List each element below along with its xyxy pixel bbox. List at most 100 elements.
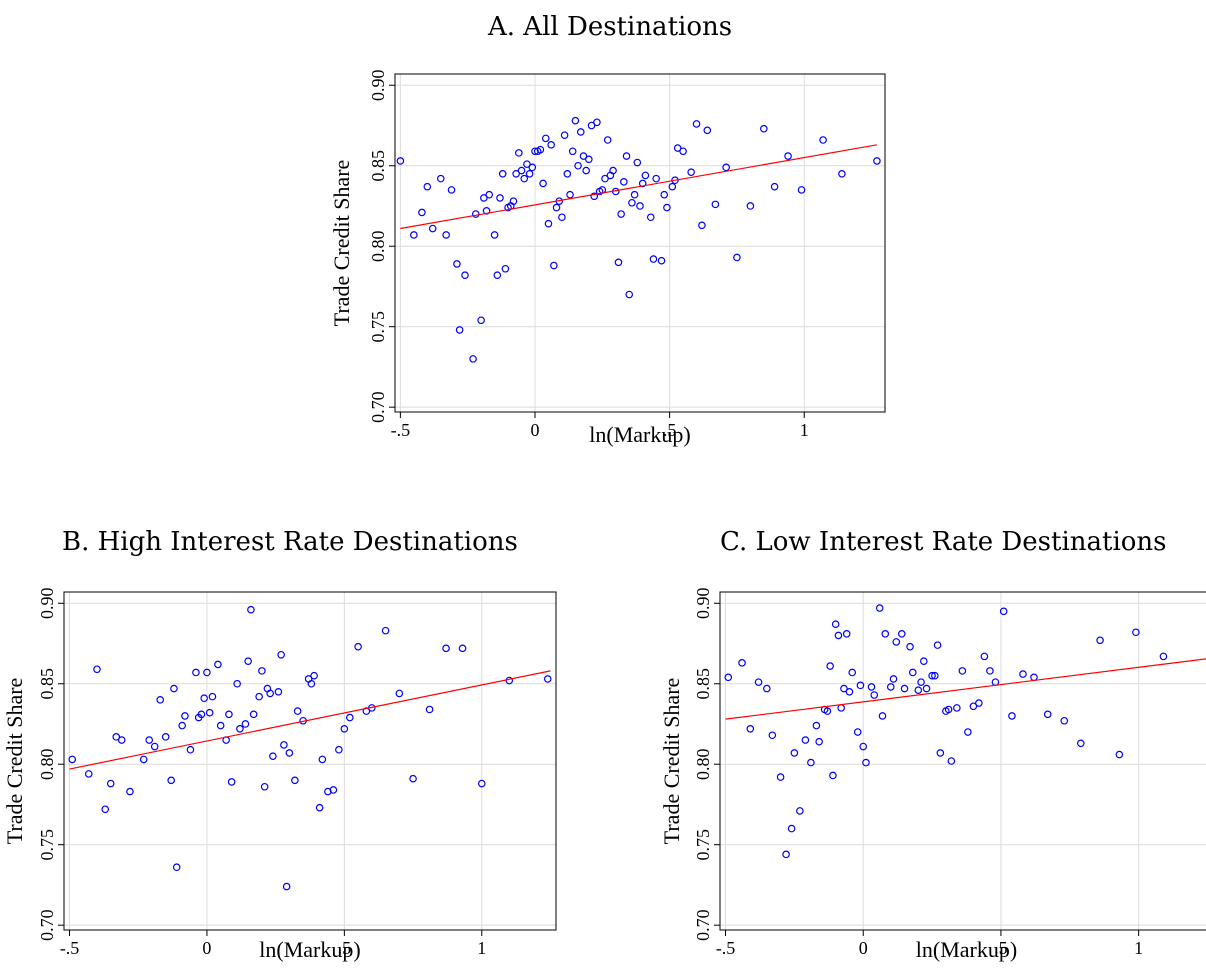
scatter-point [84, 770, 93, 778]
scatter-point [477, 316, 485, 325]
scatter-point [480, 194, 488, 202]
scatter-point [590, 192, 599, 201]
scatter-point [922, 684, 931, 693]
scatter-point [1030, 673, 1038, 682]
x-tick-label: 1 [1134, 938, 1143, 958]
scatter-point [485, 190, 494, 199]
scatter-point [763, 684, 771, 693]
y-tick-label: 0.90 [693, 588, 713, 620]
scatter-point [698, 221, 706, 230]
scatter-point [999, 607, 1008, 616]
scatter-point [186, 745, 195, 754]
x-tick-label: -.5 [391, 420, 411, 440]
scatter-point [889, 675, 898, 683]
x-tick-label: .5 [994, 938, 1008, 958]
panel-c-title: C. Low Interest Rate Destinations [720, 527, 1167, 557]
scatter-point [315, 803, 324, 812]
scatter-point [641, 171, 650, 180]
scatter-point [920, 657, 928, 666]
scatter-point [673, 144, 682, 152]
scatter-point [928, 671, 936, 680]
scatter-point [936, 749, 945, 757]
scatter-point [829, 771, 837, 780]
scatter-point [754, 678, 763, 686]
scatter-point [953, 704, 961, 712]
scatter-point [831, 620, 840, 628]
y-tick-label: 0.75 [368, 311, 388, 343]
scatter-point [233, 679, 241, 688]
scatter-point [692, 120, 701, 128]
y-axis-title: Trade Credit Share [659, 678, 684, 845]
scatter-point [862, 758, 870, 767]
scatter-point [277, 650, 285, 659]
scatter-point [225, 710, 233, 719]
scatter-point [886, 683, 895, 691]
scatter-point [914, 686, 923, 694]
scatter-point [208, 692, 217, 701]
scatter-point [93, 665, 101, 674]
scatter-point [469, 355, 477, 363]
scatter-point [657, 256, 666, 265]
scatter-point [566, 190, 574, 199]
scatter-point [815, 737, 823, 746]
scatter-point [840, 684, 848, 693]
scatter-point [906, 642, 914, 651]
scatter-point [807, 758, 815, 767]
scatter-point [587, 121, 596, 130]
scatter-point [563, 169, 572, 178]
scatter-point [496, 194, 504, 202]
scatter-point [410, 231, 418, 239]
scatter-point [493, 271, 502, 279]
scatter-point [848, 668, 857, 677]
scatter-point [258, 667, 266, 675]
x-axis-title: ln(Markup) [589, 422, 690, 447]
scatter-point [931, 671, 939, 680]
scatter-point [318, 755, 327, 764]
scatter-point [646, 213, 655, 222]
scatter-point [652, 174, 660, 183]
scatter-point [531, 147, 539, 156]
scatter-point [310, 671, 318, 680]
scatter-point [787, 824, 796, 833]
y-tick-label: 0.90 [37, 588, 57, 620]
scatter-point [582, 166, 590, 175]
scatter-point [477, 779, 486, 788]
scatter-point [285, 749, 294, 757]
plot-frame [719, 591, 1206, 931]
scatter-point [482, 207, 491, 215]
scatter-point [897, 630, 906, 638]
scatter-point [768, 731, 777, 740]
scatter-point [442, 231, 450, 239]
scatter-point [453, 260, 461, 268]
x-tick-label: 0 [202, 938, 211, 958]
y-tick-label: 0.75 [37, 829, 57, 861]
scatter-point [1132, 628, 1140, 637]
x-tick-label: .5 [338, 938, 352, 958]
scatter-point [649, 255, 658, 263]
scatter-point [541, 134, 550, 143]
scatter-point [68, 755, 77, 764]
scatter-point [269, 752, 277, 760]
scatter-point [958, 667, 967, 675]
scatter-point [543, 675, 552, 683]
scatter-point [853, 728, 862, 736]
scatter-point [733, 253, 741, 262]
scatter-point [170, 684, 178, 693]
scatter-point [346, 713, 354, 722]
panel-c: -.5 0 .5 1 0.70 0.75 0.80 0.85 0.90 ln(Markup) Tra… [659, 588, 1206, 962]
scatter-point [442, 644, 450, 653]
panel-b-title: B. High Interest Rate Destinations [62, 527, 518, 557]
scatter-point [1076, 739, 1085, 748]
scatter-point [539, 179, 547, 188]
scatter-point [396, 157, 405, 165]
scatter-point [161, 733, 170, 741]
scatter-point [247, 605, 255, 614]
scatter-point [856, 681, 865, 690]
scatter-point [515, 149, 523, 157]
scatter-point [782, 850, 790, 859]
scatter-point [178, 721, 186, 730]
scatter-point [560, 131, 569, 139]
x-tick-label: 0 [859, 938, 868, 958]
scatter-point [244, 657, 252, 666]
